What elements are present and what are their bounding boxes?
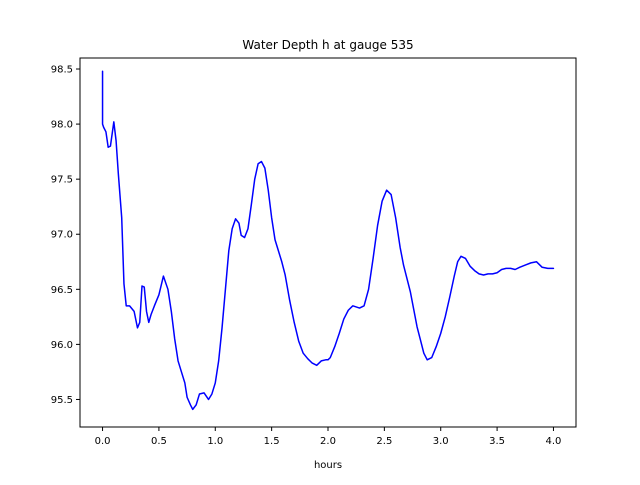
y-tick-label: 96.5 [51, 285, 73, 296]
y-tick-label: 96.0 [51, 340, 73, 351]
series-layer [101, 70, 555, 411]
y-tick-label: 97.0 [51, 230, 73, 241]
x-tick-label: 0.0 [95, 436, 111, 447]
x-tick-label: 4.0 [546, 436, 562, 447]
x-tick-label: 0.5 [151, 436, 167, 447]
series-line-0 [101, 70, 555, 411]
x-axis: 0.0 0.5 1.0 1.5 2.0 2.5 3.0 3.5 4.0 [95, 427, 562, 447]
y-tick-label: 97.5 [51, 175, 73, 186]
x-tick-label: 1.5 [264, 436, 280, 447]
x-tick-label: 3.0 [433, 436, 449, 447]
chart-title: Water Depth h at gauge 535 [242, 38, 413, 52]
y-axis: 95.5 96.0 96.5 97.0 97.5 98.0 98.5 [51, 65, 80, 406]
x-tick-label: 1.0 [207, 436, 223, 447]
x-tick-label: 2.0 [320, 436, 336, 447]
x-tick-label: 3.5 [489, 436, 505, 447]
y-tick-label: 98.0 [51, 120, 73, 131]
y-tick-label: 98.5 [51, 65, 73, 76]
x-tick-label: 2.5 [376, 436, 392, 447]
x-axis-label: hours [314, 460, 342, 471]
y-tick-label: 95.5 [51, 395, 73, 406]
